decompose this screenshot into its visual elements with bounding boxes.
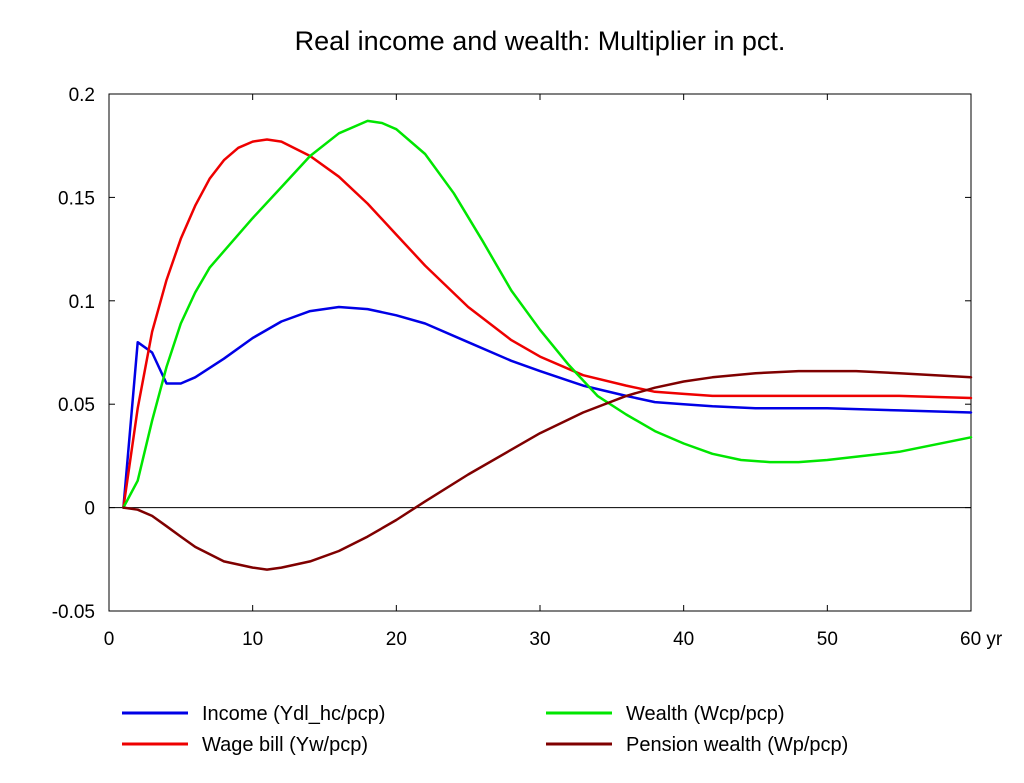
- series-line-income: [122, 305, 973, 509]
- y-tick-label: 0.1: [69, 292, 95, 313]
- x-tick-label: 50: [817, 629, 838, 650]
- y-tick-label: 0.15: [58, 188, 95, 209]
- legend-label-pension: Pension wealth (Wp/pcp): [626, 734, 848, 756]
- series-line-wage: [122, 138, 973, 509]
- x-tick-label: 30: [529, 629, 550, 650]
- y-tick-label: -0.05: [52, 602, 95, 623]
- legend: Income (Ydl_hc/pcp) Wage bill (Yw/pcp) Wea…: [122, 703, 848, 756]
- x-tick-label: 40: [673, 629, 694, 650]
- chart-title: Real income and wealth: Multiplier in pc…: [295, 26, 786, 56]
- x-tick-label: 60 yr: [960, 629, 1003, 650]
- x-tick-label: 10: [242, 629, 263, 650]
- y-tick-label: 0.05: [58, 395, 95, 416]
- plot-series: [122, 119, 973, 571]
- x-tick-label: 20: [386, 629, 407, 650]
- legend-label-wage: Wage bill (Yw/pcp): [202, 734, 368, 756]
- y-tick-label: 0.2: [69, 85, 95, 106]
- y-tick-label: 0: [84, 499, 95, 520]
- series-line-wealth: [122, 119, 973, 509]
- legend-label-wealth: Wealth (Wcp/pcp): [626, 703, 785, 725]
- plot-frame: [108, 93, 972, 612]
- legend-label-income: Income (Ydl_hc/pcp): [202, 703, 385, 725]
- series-line-pension: [122, 369, 973, 571]
- x-tick-label: 0: [104, 629, 115, 650]
- axes: -0.05 0 0.05 0.1 0.15 0.2 0 10 20 30 40 50 60 yr: [52, 85, 1003, 650]
